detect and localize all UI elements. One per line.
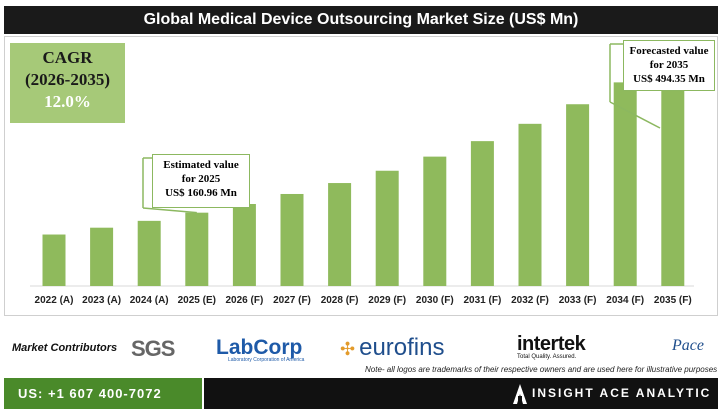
bar-2032-f xyxy=(518,123,542,286)
bar-2022-a xyxy=(42,234,66,286)
chart-title: Global Medical Device Outsourcing Market… xyxy=(4,6,718,34)
intertek-logo-text: intertek xyxy=(517,333,586,355)
bar-2027-f xyxy=(280,193,304,286)
bar-2033-f xyxy=(566,104,590,286)
trademark-note: Note- all logos are trademarks of their … xyxy=(365,365,718,374)
footer-bar xyxy=(204,378,718,409)
x-tick-label: 2033 (F) xyxy=(559,295,597,306)
x-tick-label: 2024 (A) xyxy=(130,295,169,306)
cagr-period: (2026-2035) xyxy=(25,70,110,89)
callout-2025: Estimated value for 2025 US$ 160.96 Mn xyxy=(152,154,250,208)
labcorp-tagline: Laboratory Corporation of America xyxy=(228,357,305,363)
x-tick-label: 2034 (F) xyxy=(606,295,644,306)
x-tick-label: 2027 (F) xyxy=(273,295,311,306)
x-tick-label: 2035 (F) xyxy=(654,295,692,306)
footer-phone: US: +1 607 400-7072 xyxy=(4,378,202,409)
bar-2025-e xyxy=(185,212,209,286)
x-tick-label: 2022 (A) xyxy=(35,295,74,306)
bar-2034-f xyxy=(613,82,637,286)
x-tick-label: 2031 (F) xyxy=(464,295,502,306)
callout-2035-line2: for 2035 xyxy=(649,59,689,71)
pace-logo: Pace xyxy=(672,337,704,354)
callout-2035-leader xyxy=(609,101,661,129)
bar-2031-f xyxy=(470,141,494,286)
callout-2025-line1: Estimated value xyxy=(163,159,239,171)
callout-2025-line2: for 2025 xyxy=(181,173,221,185)
cagr-box: CAGR (2026-2035) 12.0% xyxy=(10,43,125,123)
eurofins-dots-icon: ✣ xyxy=(340,339,356,359)
x-tick-label: 2029 (F) xyxy=(368,295,406,306)
bar-2023-a xyxy=(90,227,114,286)
callout-2035: Forecasted value for 2035 US$ 494.35 Mn xyxy=(623,40,715,91)
x-tick-label: 2030 (F) xyxy=(416,295,454,306)
intertek-tagline: Total Quality. Assured. xyxy=(517,354,577,360)
callout-2025-leader xyxy=(142,207,197,214)
bar-2029-f xyxy=(375,170,399,286)
callout-2035-line1: Forecasted value xyxy=(629,45,709,57)
x-tick-label: 2023 (A) xyxy=(82,295,121,306)
eurofins-logo-text: eurofins xyxy=(359,334,445,361)
callout-2025-line3: US$ 160.96 Mn xyxy=(165,187,237,199)
bar-2035-f xyxy=(661,60,685,286)
x-tick-label: 2028 (F) xyxy=(321,295,359,306)
intertek-logo: intertek Total Quality. Assured. xyxy=(517,333,586,360)
bar-2028-f xyxy=(328,183,352,286)
x-tick-label: 2032 (F) xyxy=(511,295,549,306)
footer-brand: INSIGHT ACE ANALYTIC xyxy=(532,386,712,400)
cagr-value: 12.0% xyxy=(44,92,91,111)
sgs-logo: SGS xyxy=(131,336,175,361)
x-tick-label: 2026 (F) xyxy=(226,295,264,306)
insight-ace-logo-icon xyxy=(513,384,527,404)
callout-2035-line3: US$ 494.35 Mn xyxy=(633,73,705,85)
cagr-label: CAGR xyxy=(42,48,93,67)
labcorp-logo-text: LabCorp xyxy=(216,336,303,359)
chart-panel xyxy=(4,36,718,316)
bar-2024-a xyxy=(137,220,161,286)
labcorp-logo: LabCorp Laboratory Corporation of Americ… xyxy=(216,336,304,363)
x-tick-label: 2025 (E) xyxy=(178,295,216,306)
bar-2026-f xyxy=(232,204,256,286)
bar-2030-f xyxy=(423,156,447,286)
market-contributors-label: Market Contributors xyxy=(12,342,118,354)
eurofins-logo: ✣ eurofins xyxy=(340,334,444,362)
